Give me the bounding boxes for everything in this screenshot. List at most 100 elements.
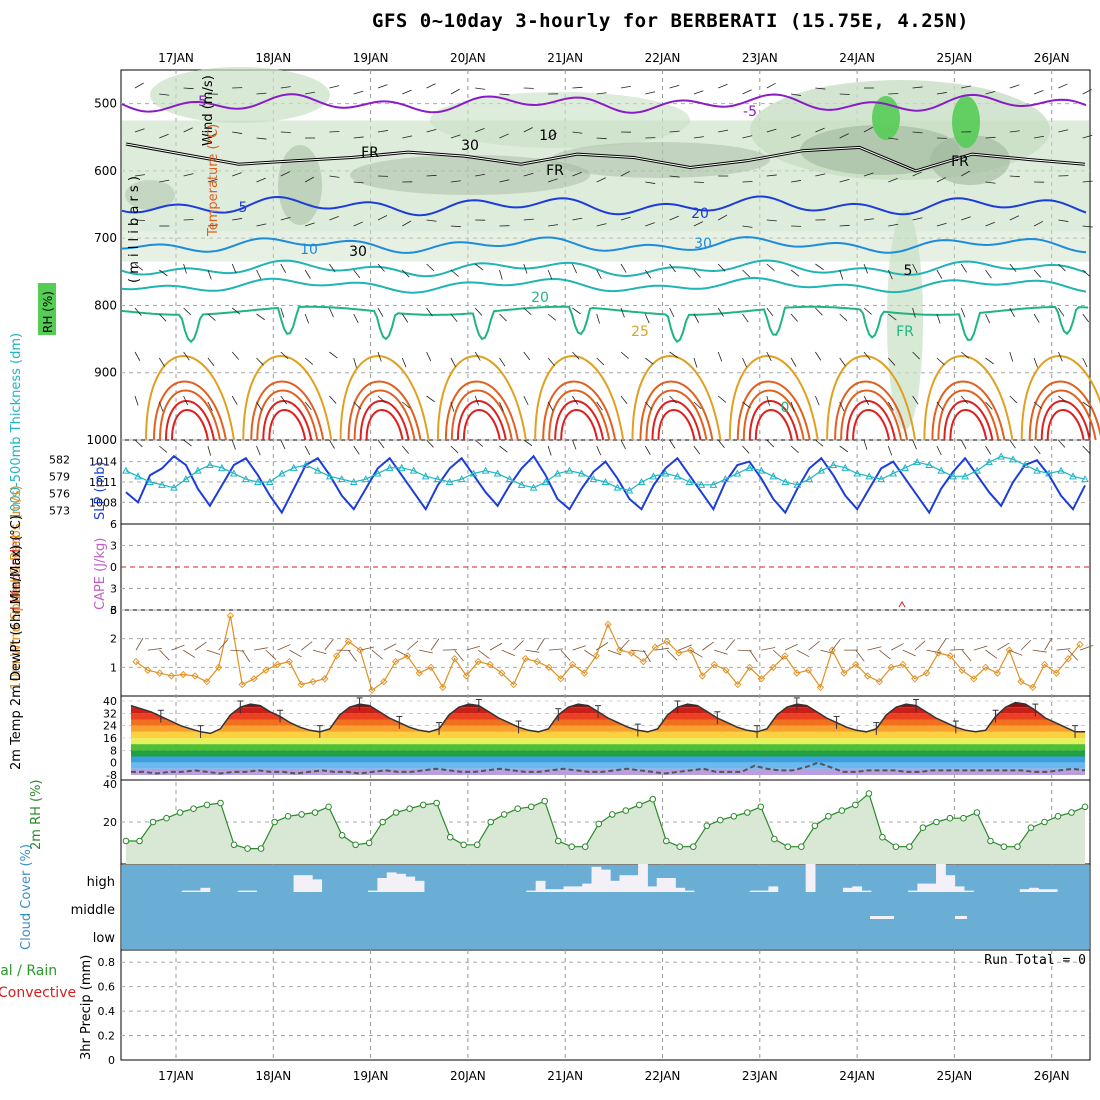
wind-barb-10m — [277, 644, 291, 651]
rh-marker — [865, 790, 873, 797]
wind-barb — [985, 181, 996, 184]
slp-label: SLP (mb) — [93, 461, 108, 520]
wind-barb — [134, 439, 143, 448]
wind-speed-marker — [816, 683, 825, 692]
precip-convective-label: Convective — [0, 985, 76, 1001]
wind-barb — [791, 180, 802, 183]
contour-label: 10 — [539, 128, 557, 144]
wind-barb — [888, 93, 899, 95]
wind-barb — [839, 357, 846, 367]
wind-barb-10m — [348, 649, 357, 662]
rh-marker — [689, 843, 697, 851]
wind-speed-marker — [946, 652, 954, 660]
wind-barb-10m — [997, 642, 1010, 651]
wind-barb — [159, 445, 168, 453]
thickness-marker — [457, 475, 466, 483]
precip-tick-label: 0.8 — [98, 956, 116, 969]
wind-barb — [1009, 130, 1020, 133]
wind-speed-marker — [297, 680, 305, 689]
thickness-marker — [541, 477, 550, 485]
wind-barb-10m — [1079, 644, 1094, 651]
wind-barb — [329, 131, 340, 133]
isotherm-warm-plume — [645, 389, 708, 441]
thickness-marker — [146, 477, 154, 485]
wind-barb — [693, 401, 702, 410]
wind-barb — [936, 445, 942, 456]
wind-barb — [936, 313, 941, 324]
rh-marker — [879, 833, 886, 841]
wind-speed-marker — [415, 669, 423, 677]
wind-barb — [815, 351, 822, 361]
wind-speed-marker — [899, 660, 907, 669]
rh-fill-region — [150, 67, 330, 123]
wind-speed-marker — [840, 669, 848, 677]
wind-barb — [572, 307, 581, 315]
wind-speed-marker — [781, 652, 789, 660]
cloud-bar-high — [386, 872, 397, 892]
wind-speed-marker — [356, 646, 364, 654]
isotherm-warm-plume — [444, 380, 519, 441]
cloud-bar-high — [1047, 889, 1058, 892]
wind-speed-marker — [981, 663, 990, 671]
chart-title: GFS 0~10day 3-hourly for BERBERATI (15.7… — [372, 10, 969, 32]
contour-label: 0 — [781, 400, 790, 416]
wind-barb-10m — [159, 649, 170, 661]
wind-speed-marker — [285, 657, 294, 666]
contour-label: FR — [896, 324, 914, 340]
isotherm-warm-plume — [359, 400, 410, 441]
isotherm-warm-plume — [1034, 389, 1097, 441]
wind-speed-marker — [1017, 678, 1025, 686]
wind-barb — [475, 87, 486, 90]
wind-barb — [985, 269, 992, 279]
rh-marker — [757, 803, 765, 811]
wind-barb — [207, 445, 212, 456]
date-label-top: 22JAN — [645, 51, 681, 65]
wind-speed-marker — [852, 660, 860, 669]
wind-barb — [280, 307, 285, 318]
wind-speed-marker — [1040, 660, 1049, 669]
wind-barb — [207, 178, 218, 183]
wind-barb — [158, 401, 164, 412]
wind-barb — [426, 263, 435, 272]
wind-barb — [207, 224, 218, 227]
wind-barb — [742, 89, 752, 95]
wind-barb — [717, 439, 725, 449]
wind-barb — [256, 92, 267, 95]
rh-marker — [622, 807, 630, 814]
cloud-bar-high — [656, 878, 667, 892]
wind-barb — [669, 307, 675, 318]
wind-barb — [426, 83, 436, 89]
wind-barb — [256, 269, 262, 280]
rh-marker — [960, 814, 967, 822]
wind-barb-10m — [548, 648, 563, 651]
wind-barb — [1082, 445, 1090, 454]
wind-barb — [596, 401, 603, 411]
wind-barb — [377, 263, 385, 272]
thickness-marker — [1081, 475, 1089, 483]
wind-barb — [887, 445, 893, 456]
wind-barb-10m — [1032, 649, 1047, 653]
wind-barb — [912, 217, 923, 221]
isotherm-warm-plume — [923, 355, 1014, 441]
contour-label: 30 — [349, 244, 367, 260]
wind-speed-marker — [769, 663, 777, 671]
temp-band — [131, 731, 1085, 738]
wind-barb — [572, 439, 577, 450]
cloud-bar-high — [405, 876, 416, 892]
wind-barb — [377, 130, 388, 133]
rh-marker — [527, 803, 535, 811]
thickness-marker — [997, 452, 1005, 460]
thickness-marker — [601, 477, 610, 485]
wind-tick-label: 1 — [110, 661, 117, 674]
thickness-marker — [493, 469, 502, 477]
wind-speed-marker — [1076, 640, 1084, 649]
wind-barb — [936, 222, 947, 227]
cloud-bar-high — [191, 890, 201, 892]
thickness-marker — [901, 463, 910, 471]
wind-barb — [523, 395, 529, 406]
wind-barb — [1033, 90, 1044, 95]
thickness-marker — [625, 486, 634, 494]
wind-barb — [353, 181, 364, 184]
thickness-marker — [817, 466, 826, 474]
wind-barb — [353, 90, 364, 95]
